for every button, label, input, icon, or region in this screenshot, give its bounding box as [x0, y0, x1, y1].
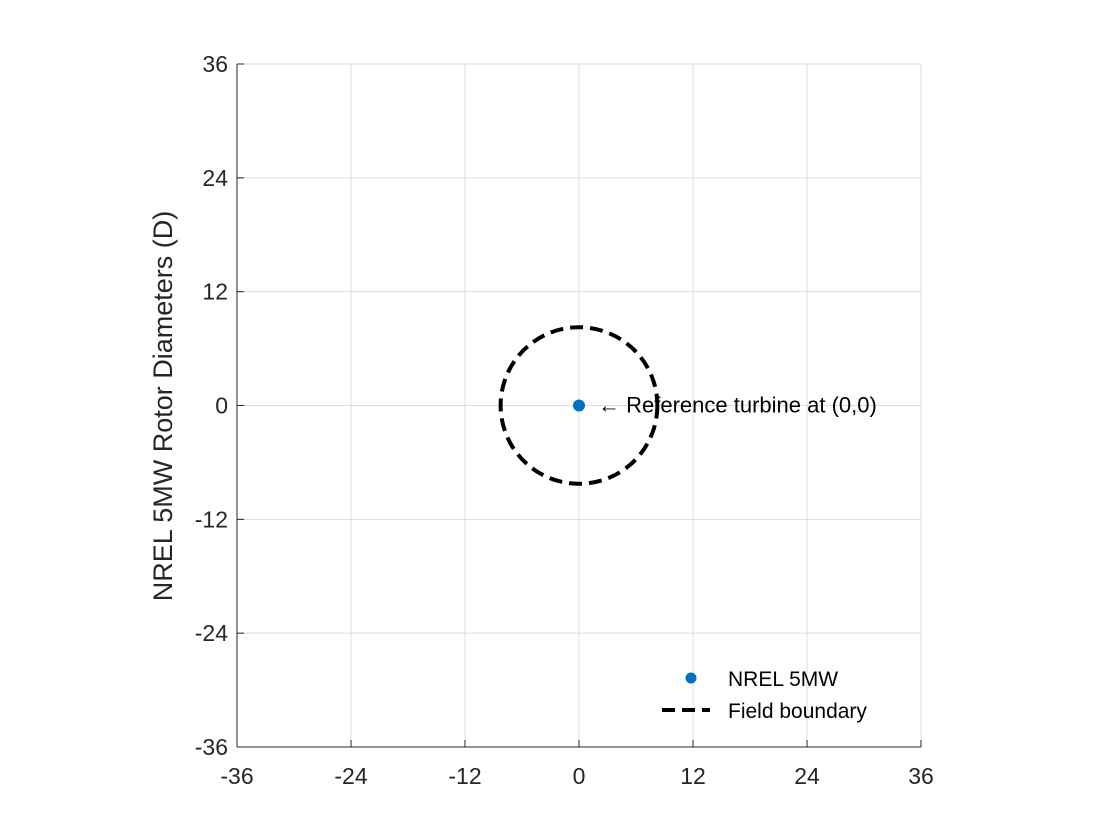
field-boundary-circle [498, 325, 660, 486]
x-tick-label: 0 [573, 763, 586, 789]
x-tick-label: -36 [220, 763, 253, 789]
x-tick-label: -12 [448, 763, 481, 789]
y-tick-label: -24 [195, 620, 228, 646]
legend-marker-nrel-5mw [685, 672, 697, 684]
x-tick-label: 12 [680, 763, 706, 789]
y-tick-labels: -36 -24 -12 0 12 24 36 [195, 51, 228, 760]
turbine-point [573, 399, 585, 412]
y-tick-label: 24 [202, 165, 228, 191]
y-tick-label: 0 [215, 393, 228, 419]
y-tick-label: -36 [195, 734, 228, 760]
x-tick-labels: -36 -24 -12 0 12 24 36 [220, 763, 933, 789]
y-tick-label: 36 [202, 51, 228, 77]
field-boundary-layer [498, 325, 660, 486]
x-tick-label: 36 [908, 763, 934, 789]
reference-turbine-annotation: ← Reference turbine at (0,0) [598, 393, 877, 418]
turbine-points-layer [573, 399, 585, 412]
y-tick-label: 12 [202, 279, 228, 305]
legend-label-nrel-5mw: NREL 5MW [728, 668, 838, 691]
legend: NREL 5MW Field boundary [662, 668, 867, 723]
x-tick-label: -24 [334, 763, 367, 789]
legend-label-field-boundary: Field boundary [728, 700, 867, 723]
axes [236, 63, 922, 748]
y-axis-label: NREL 5MW Rotor Diameters (D) [148, 211, 178, 602]
grid-lines [236, 63, 922, 748]
y-tick-label: -12 [195, 506, 228, 532]
x-tick-label: 24 [794, 763, 820, 789]
